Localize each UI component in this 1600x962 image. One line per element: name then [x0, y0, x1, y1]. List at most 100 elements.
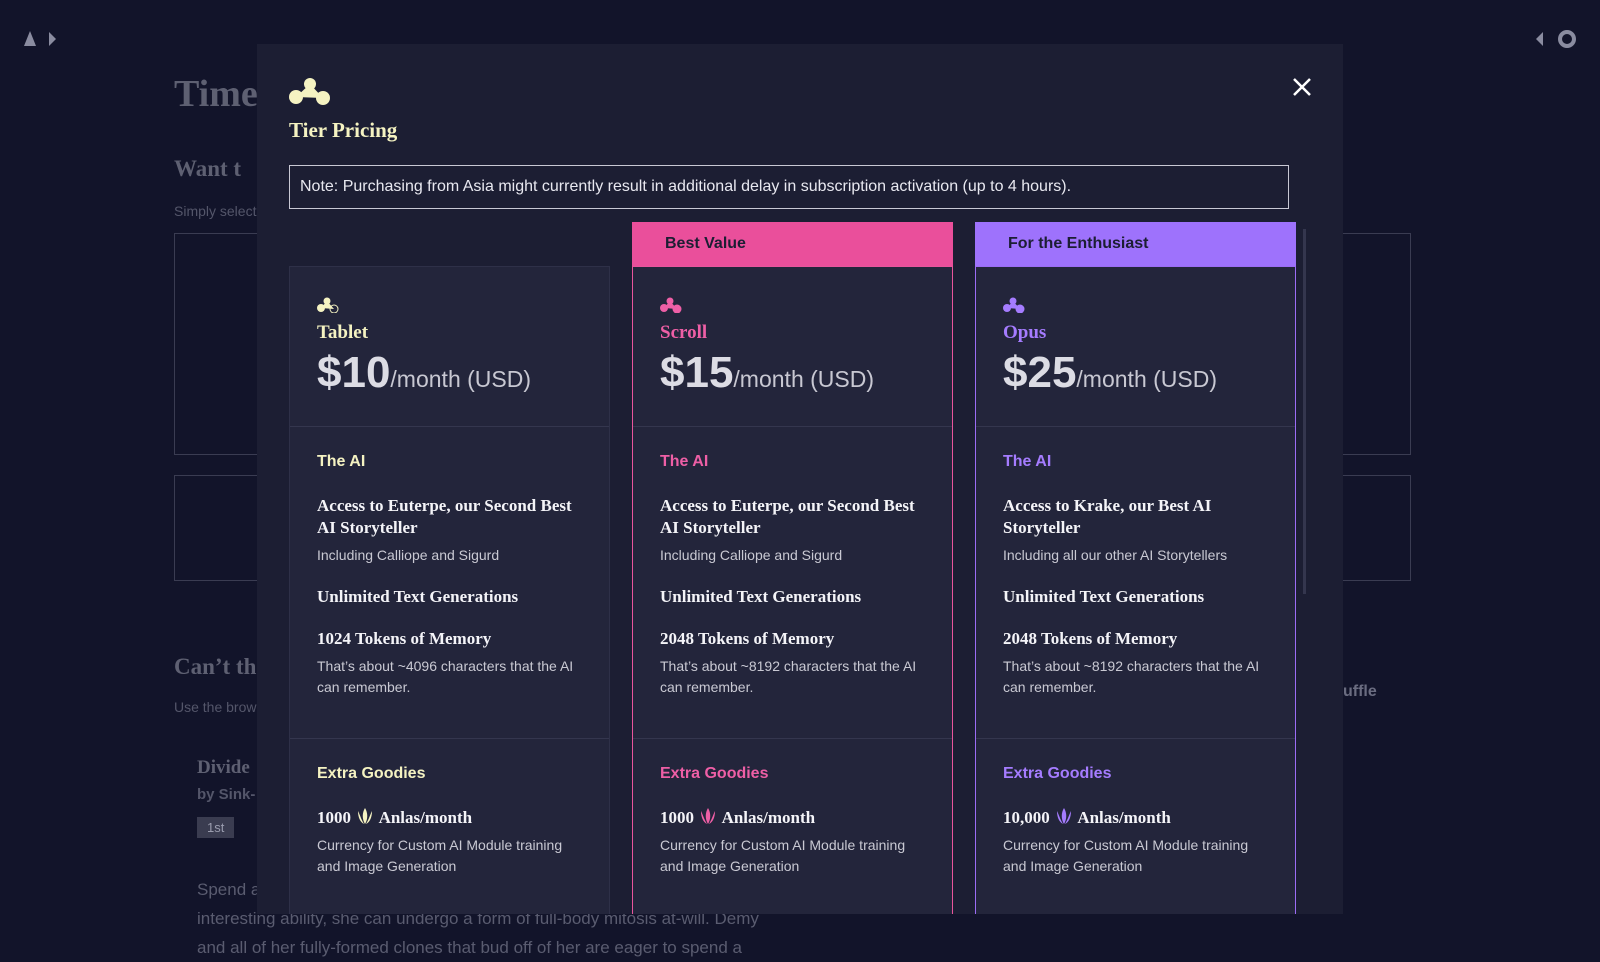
tier-section: Extra Goodies 1000 Anlas/month Currency fo… [290, 739, 609, 877]
tier-period: /month (USD) [733, 366, 875, 392]
note: Note: Purchasing from Asia might current… [289, 165, 1289, 209]
bg-title: Time [174, 73, 258, 115]
bg-heading: Can’t th [174, 654, 257, 679]
tier-badge: Best Value [632, 222, 953, 266]
tier-period: /month (USD) [390, 366, 532, 392]
feature: Unlimited Text Generations [660, 586, 925, 608]
bg-tag: 1st [197, 817, 235, 838]
tier-name: Scroll [660, 322, 708, 343]
bg-subtext: Simply select [174, 203, 257, 219]
logo [289, 78, 330, 105]
tier-name: Tablet [317, 322, 369, 343]
feature-title: 2048 Tokens of Memory [1003, 628, 1268, 650]
feature-title: Access to Euterpe, our Second Best AI St… [317, 495, 582, 539]
tier-icon [1003, 297, 1268, 318]
feature-amount: 1000 [317, 808, 351, 827]
feature-title: Unlimited Text Generations [317, 586, 582, 608]
tier-section: Extra Goodies 10,000 Anlas/month Currency … [976, 739, 1295, 877]
feature-name: Access to Euterpe, our Second Best AI St… [660, 496, 915, 537]
bg-story-line: Spend a [197, 880, 261, 899]
feature-name: Access to Euterpe, our Second Best AI St… [317, 496, 572, 537]
section-heading: Extra Goodies [1003, 765, 1112, 782]
feature-amount: 10,000 [1003, 808, 1050, 827]
feature-desc: That’s about ~8192 characters that the A… [1003, 658, 1260, 695]
feature-name: Anlas/month [1077, 808, 1171, 827]
feature-title: 1024 Tokens of Memory [317, 628, 582, 650]
bg-subtext: Use the brow [174, 699, 257, 715]
tier-price: $10 [317, 348, 391, 397]
feature: 10,000 Anlas/month Currency for Custom AI… [1003, 807, 1268, 877]
feature: Access to Euterpe, our Second Best AI St… [660, 495, 925, 566]
top-right-icons [1536, 30, 1576, 48]
feature: 1000 Anlas/month Currency for Custom AI M… [317, 807, 582, 877]
feature-name: Unlimited Text Generations [1003, 587, 1205, 606]
tier-section: The AI Access to Krake, our Best AI Story… [976, 427, 1295, 739]
tier-period: /month (USD) [1076, 366, 1218, 392]
tier-section: The AI Access to Euterpe, our Second Best… [633, 427, 952, 739]
bg-story-author: by Sink- [197, 786, 256, 803]
feature: Access to Krake, our Best AI Storyteller… [1003, 495, 1268, 566]
section-heading: Extra Goodies [317, 765, 426, 782]
tier-section: The AI Access to Euterpe, our Second Best… [290, 427, 609, 739]
feature: 2048 Tokens of Memory That’s about ~8192 … [1003, 628, 1268, 698]
feature-title: 1000 Anlas/month [660, 807, 925, 829]
feature-title: 1000 Anlas/month [317, 807, 582, 829]
feature: Unlimited Text Generations [317, 586, 582, 608]
section-heading: Extra Goodies [660, 765, 769, 782]
feature: 1024 Tokens of Memory That’s about ~4096 … [317, 628, 582, 698]
feature-name: 1024 Tokens of Memory [317, 629, 492, 648]
tier-price: $15 [660, 348, 734, 397]
bg-story-title: Divide [197, 757, 250, 778]
feature-desc: Including all our other AI Storytellers [1003, 547, 1228, 563]
tier-card: Scroll $15/month (USD) The AI Access to Eut… [632, 266, 953, 914]
tier-icon [317, 297, 582, 318]
feature: Unlimited Text Generations [1003, 586, 1268, 608]
feature-title: Unlimited Text Generations [1003, 586, 1268, 608]
feature-name: Anlas/month [378, 808, 473, 827]
feature-desc: Including Calliope and Sigurd [317, 547, 500, 563]
scrollbar [1303, 229, 1306, 594]
tier-column: For the Enthusiast Opus $25/month (USD) The… [975, 222, 1296, 914]
section-heading: The AI [1003, 453, 1052, 470]
section-heading: The AI [660, 453, 709, 470]
tier-name: Opus [1003, 322, 1047, 343]
feature-desc: Currency for Custom AI Module training a… [660, 837, 906, 874]
tier-icon [660, 297, 925, 318]
tier-header: Tablet $10/month (USD) [290, 267, 609, 427]
feature-desc: That’s about ~4096 characters that the A… [317, 658, 574, 695]
tier-price-row: $10/month (USD) [317, 348, 582, 398]
feature-amount: 1000 [660, 808, 694, 827]
tier-column: Best Value Scroll $15/month (USD) The AI Acc… [632, 222, 953, 914]
tier-badge: For the Enthusiast [975, 222, 1296, 266]
tier-price: $25 [1003, 348, 1077, 397]
anlas-icon [694, 808, 722, 827]
feature-title: Unlimited Text Generations [660, 586, 925, 608]
feature-title: Access to Euterpe, our Second Best AI St… [660, 495, 925, 539]
feature: Access to Euterpe, our Second Best AI St… [317, 495, 582, 566]
feature: 2048 Tokens of Memory That’s about ~8192 … [660, 628, 925, 698]
tier-section: Extra Goodies 1000 Anlas/month Currency fo… [633, 739, 952, 877]
feature-desc: Currency for Custom AI Module training a… [1003, 837, 1249, 874]
feature-title: Access to Krake, our Best AI Storyteller [1003, 495, 1268, 539]
feature-name: Unlimited Text Generations [317, 587, 519, 606]
bg-button: uffle [1343, 683, 1377, 700]
close-button[interactable] [1291, 76, 1313, 98]
feature-title: 2048 Tokens of Memory [660, 628, 925, 650]
pricing-modal: Tier Pricing Note: Purchasing from Asia … [257, 44, 1343, 914]
bg-story-line: and all of her fully-formed clones that … [197, 938, 742, 957]
feature-title: 10,000 Anlas/month [1003, 807, 1268, 829]
feature-name: Unlimited Text Generations [660, 587, 862, 606]
section-heading: The AI [317, 453, 366, 470]
feature-name: 2048 Tokens of Memory [1003, 629, 1178, 648]
modal-title: Tier Pricing [289, 118, 398, 142]
anlas-icon [1050, 808, 1078, 827]
anlas-icon [351, 808, 379, 827]
tier-price-row: $15/month (USD) [660, 348, 925, 398]
feature-desc: Currency for Custom AI Module training a… [317, 837, 563, 874]
tier-card: Opus $25/month (USD) The AI Access to Krake… [975, 266, 1296, 914]
tier-price-row: $25/month (USD) [1003, 348, 1268, 398]
tier-header: Opus $25/month (USD) [976, 267, 1295, 427]
feature: 1000 Anlas/month Currency for Custom AI M… [660, 807, 925, 877]
tier-column: Tablet $10/month (USD) The AI Access to Eut… [289, 222, 610, 914]
